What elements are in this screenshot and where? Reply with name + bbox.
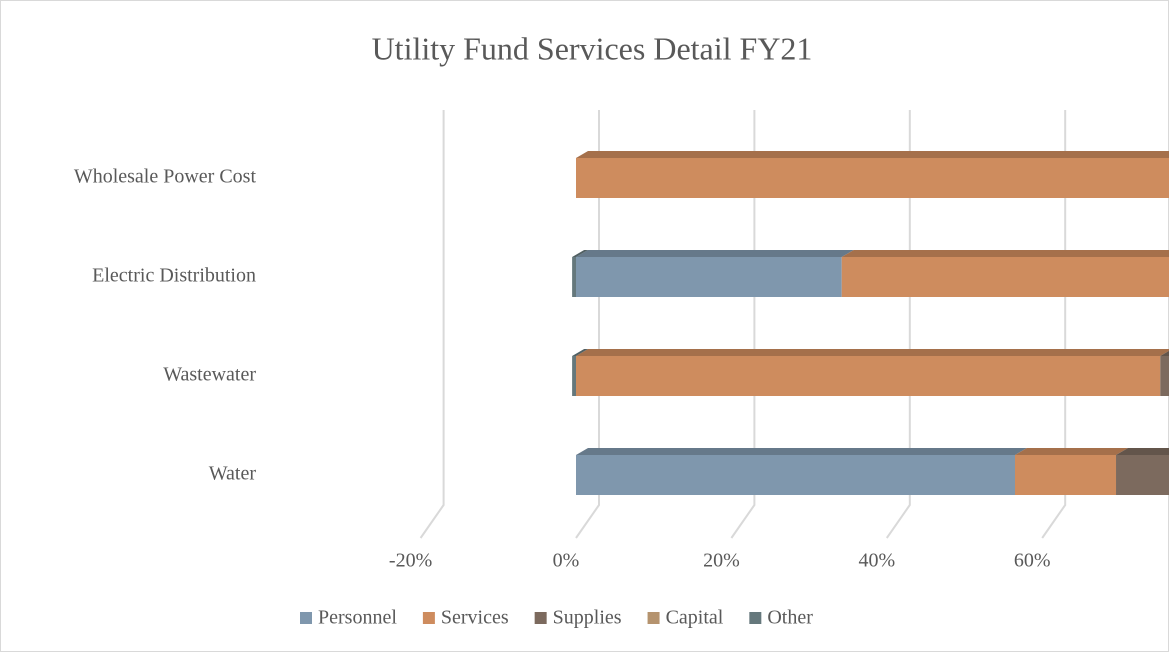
bar <box>576 257 842 297</box>
bar-top <box>572 250 588 257</box>
x-tick-label: 0% <box>553 550 580 572</box>
y-tick-label: Water <box>209 463 257 485</box>
bar-top <box>576 448 1028 455</box>
bar-top <box>576 250 854 257</box>
legend-label: Supplies <box>553 607 622 629</box>
x-tick-label: 40% <box>858 550 895 572</box>
bar-top <box>572 349 588 356</box>
legend-swatch <box>422 612 435 624</box>
x-tick-label: 20% <box>703 550 740 572</box>
bar <box>841 257 1169 297</box>
legend-label: Other <box>767 607 813 629</box>
bar-top <box>1015 448 1129 455</box>
bar <box>1116 455 1169 495</box>
legend-swatch <box>300 612 312 624</box>
legend-swatch <box>749 612 762 624</box>
chart-title: Utility Fund Services Detail FY21 <box>372 30 813 66</box>
bar-top <box>576 349 1169 356</box>
bar <box>1160 356 1169 396</box>
bar-top <box>1116 448 1169 455</box>
bar-top <box>576 151 1169 158</box>
legend-label: Personnel <box>318 607 397 629</box>
legend-label: Capital <box>666 607 724 629</box>
grid-line <box>730 110 756 539</box>
x-tick-label: 60% <box>1014 550 1051 572</box>
bar-top <box>1160 350 1169 356</box>
legend-label: Services <box>441 607 509 629</box>
legend-swatch <box>534 612 547 624</box>
bar <box>1015 455 1117 495</box>
legend-swatch <box>647 612 660 624</box>
bar <box>572 356 576 396</box>
grid-line <box>1041 110 1067 539</box>
y-tick-label: Electric Distribution <box>92 265 256 287</box>
y-tick-label: Wastewater <box>163 364 256 386</box>
y-tick-label: Wholesale Power Cost <box>74 166 257 188</box>
x-tick-label: -20% <box>389 550 432 572</box>
bar <box>572 257 576 297</box>
grid-line <box>575 110 600 539</box>
bar <box>576 158 1169 198</box>
grid-line <box>885 110 911 539</box>
bar <box>576 356 1161 396</box>
bar <box>576 455 1016 495</box>
bar-top <box>841 250 1169 257</box>
grid-line <box>419 110 445 539</box>
